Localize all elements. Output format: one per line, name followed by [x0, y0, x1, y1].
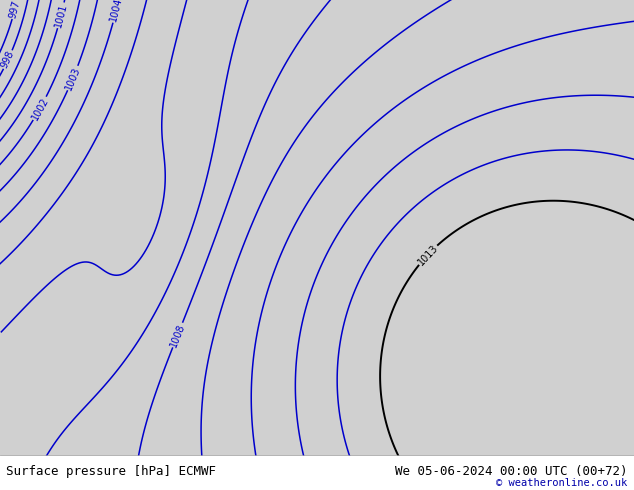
Text: 1003: 1003 [63, 65, 82, 91]
Text: 1002: 1002 [30, 95, 50, 122]
Text: © weatheronline.co.uk: © weatheronline.co.uk [496, 478, 628, 488]
Text: 1008: 1008 [169, 322, 187, 348]
Text: We 05-06-2024 00:00 UTC (00+72): We 05-06-2024 00:00 UTC (00+72) [395, 465, 628, 478]
Text: 1013: 1013 [416, 243, 440, 267]
Text: 1004: 1004 [108, 0, 124, 23]
Text: 998: 998 [0, 49, 16, 70]
Text: 1006: 1006 [0, 330, 4, 354]
Text: Surface pressure [hPa] ECMWF: Surface pressure [hPa] ECMWF [6, 465, 216, 478]
Text: 997: 997 [8, 0, 22, 19]
Text: 1001: 1001 [53, 2, 69, 28]
